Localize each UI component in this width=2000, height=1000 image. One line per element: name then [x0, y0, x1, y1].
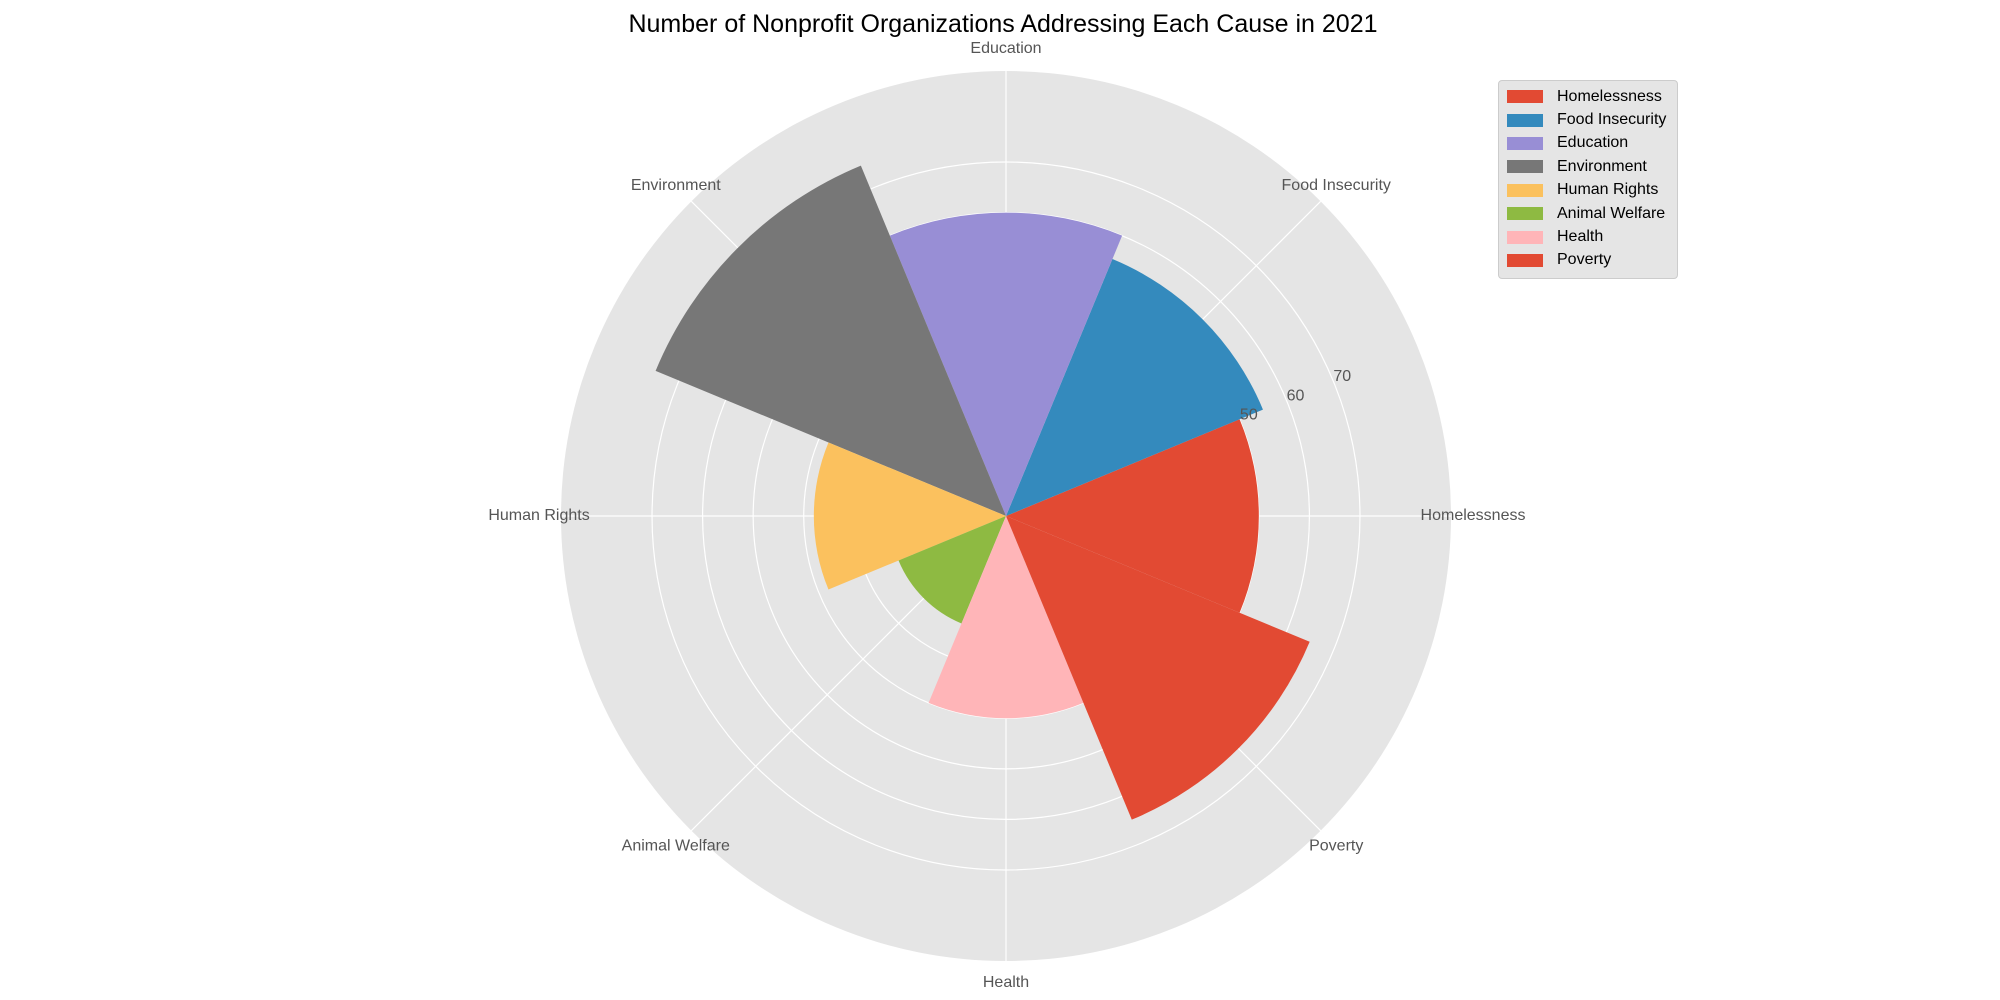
legend-swatch: [1507, 253, 1543, 267]
legend-label: Food Insecurity: [1557, 111, 1667, 129]
category-label-poverty: Poverty: [1309, 837, 1363, 854]
category-label-environment: Environment: [631, 177, 721, 194]
radial-tick-label-70: 70: [1333, 368, 1351, 385]
legend-label: Homelessness: [1557, 87, 1662, 105]
category-label-education: Education: [970, 40, 1041, 57]
radial-tick-labels: 50 60 70: [1240, 368, 1351, 424]
legend-swatch: [1507, 183, 1543, 197]
wedge-education: [889, 212, 1123, 516]
wedge-environment: [655, 165, 1006, 516]
radial-tick-label-50: 50: [1240, 407, 1258, 424]
wedge-health: [928, 516, 1084, 719]
legend-swatch: [1507, 207, 1543, 221]
wedge-food-insecurity: [1006, 259, 1263, 516]
chart-title: Number of Nonprofit Organizations Addres…: [628, 10, 1378, 38]
category-label-human-rights: Human Rights: [488, 507, 589, 524]
wedge-homelessness: [1006, 419, 1259, 613]
wedge-human-rights: [813, 442, 1006, 590]
legend-swatch: [1507, 113, 1543, 127]
category-label-food-insecurity: Food Insecurity: [1282, 177, 1391, 194]
radial-tick-label-60: 60: [1287, 387, 1305, 404]
legend-label: Animal Welfare: [1557, 204, 1666, 222]
category-label-health: Health: [983, 974, 1029, 991]
legend-label: Education: [1557, 134, 1629, 152]
legend-swatch: [1507, 90, 1543, 104]
legend-item-food-insecurity: Food Insecurity: [1499, 108, 1677, 131]
legend-label: Human Rights: [1557, 181, 1659, 199]
wedges: [655, 165, 1310, 820]
legend-item-environment: Environment: [1499, 155, 1677, 178]
wedge-animal-welfare: [898, 516, 1006, 624]
legend-item-animal-welfare: Animal Welfare: [1499, 202, 1677, 225]
legend-item-health: Health: [1499, 225, 1677, 248]
legend-label: Health: [1557, 228, 1604, 246]
legend-item-human-rights: Human Rights: [1499, 179, 1677, 202]
legend-item-homelessness: Homelessness: [1499, 85, 1677, 108]
category-label-homelessness: Homelessness: [1421, 507, 1526, 524]
legend-label: Poverty: [1557, 251, 1612, 269]
legend: Homelessness Food Insecurity Education Envi…: [1498, 80, 1678, 280]
legend-item-education: Education: [1499, 132, 1677, 155]
legend-swatch: [1507, 160, 1543, 174]
wedge-poverty: [1006, 516, 1310, 820]
legend-label: Environment: [1557, 157, 1647, 175]
category-labels: Homelessness Food Insecurity Education Envi…: [488, 40, 1525, 991]
category-label-animal-welfare: Animal Welfare: [622, 837, 730, 854]
legend-swatch: [1507, 136, 1543, 150]
legend-item-poverty: Poverty: [1499, 249, 1677, 272]
legend-swatch: [1507, 230, 1543, 244]
